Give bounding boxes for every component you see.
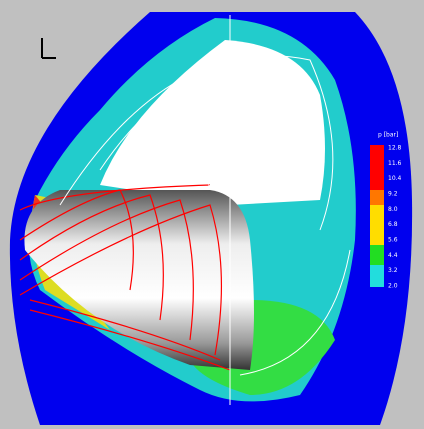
legend-swatch	[370, 245, 384, 265]
legend-title: p [bar]	[378, 132, 398, 139]
page: {"legend": {"title": "p [bar]", "labels"…	[0, 0, 424, 425]
contour-label: 3.65	[212, 162, 226, 169]
contour-label: 2.85	[218, 125, 232, 132]
contour-label: 2.55	[222, 92, 236, 99]
legend-label: 2.0	[388, 283, 398, 290]
contour-label: 4.00	[208, 182, 222, 189]
legend-label: 9.2	[388, 191, 398, 198]
legend-label: 4.4	[388, 252, 398, 259]
legend-label: 3.2	[388, 267, 398, 274]
visualization: 2.55 2.85 3.25 3.65 4.00 p [bar] 12.8 11.…	[0, 0, 424, 425]
legend-label: 8.0	[388, 206, 398, 213]
legend-swatch	[370, 145, 384, 190]
legend-label: 5.6	[388, 237, 398, 244]
legend-label: 10.4	[388, 175, 402, 182]
legend-swatch	[370, 205, 384, 245]
contour-label: 3.25	[214, 145, 228, 152]
legend-label: 11.6	[388, 160, 402, 167]
legend-swatch	[370, 265, 384, 287]
legend-label: 12.8	[388, 145, 402, 152]
legend-label: 6.8	[388, 221, 398, 228]
legend-swatch	[370, 190, 384, 205]
